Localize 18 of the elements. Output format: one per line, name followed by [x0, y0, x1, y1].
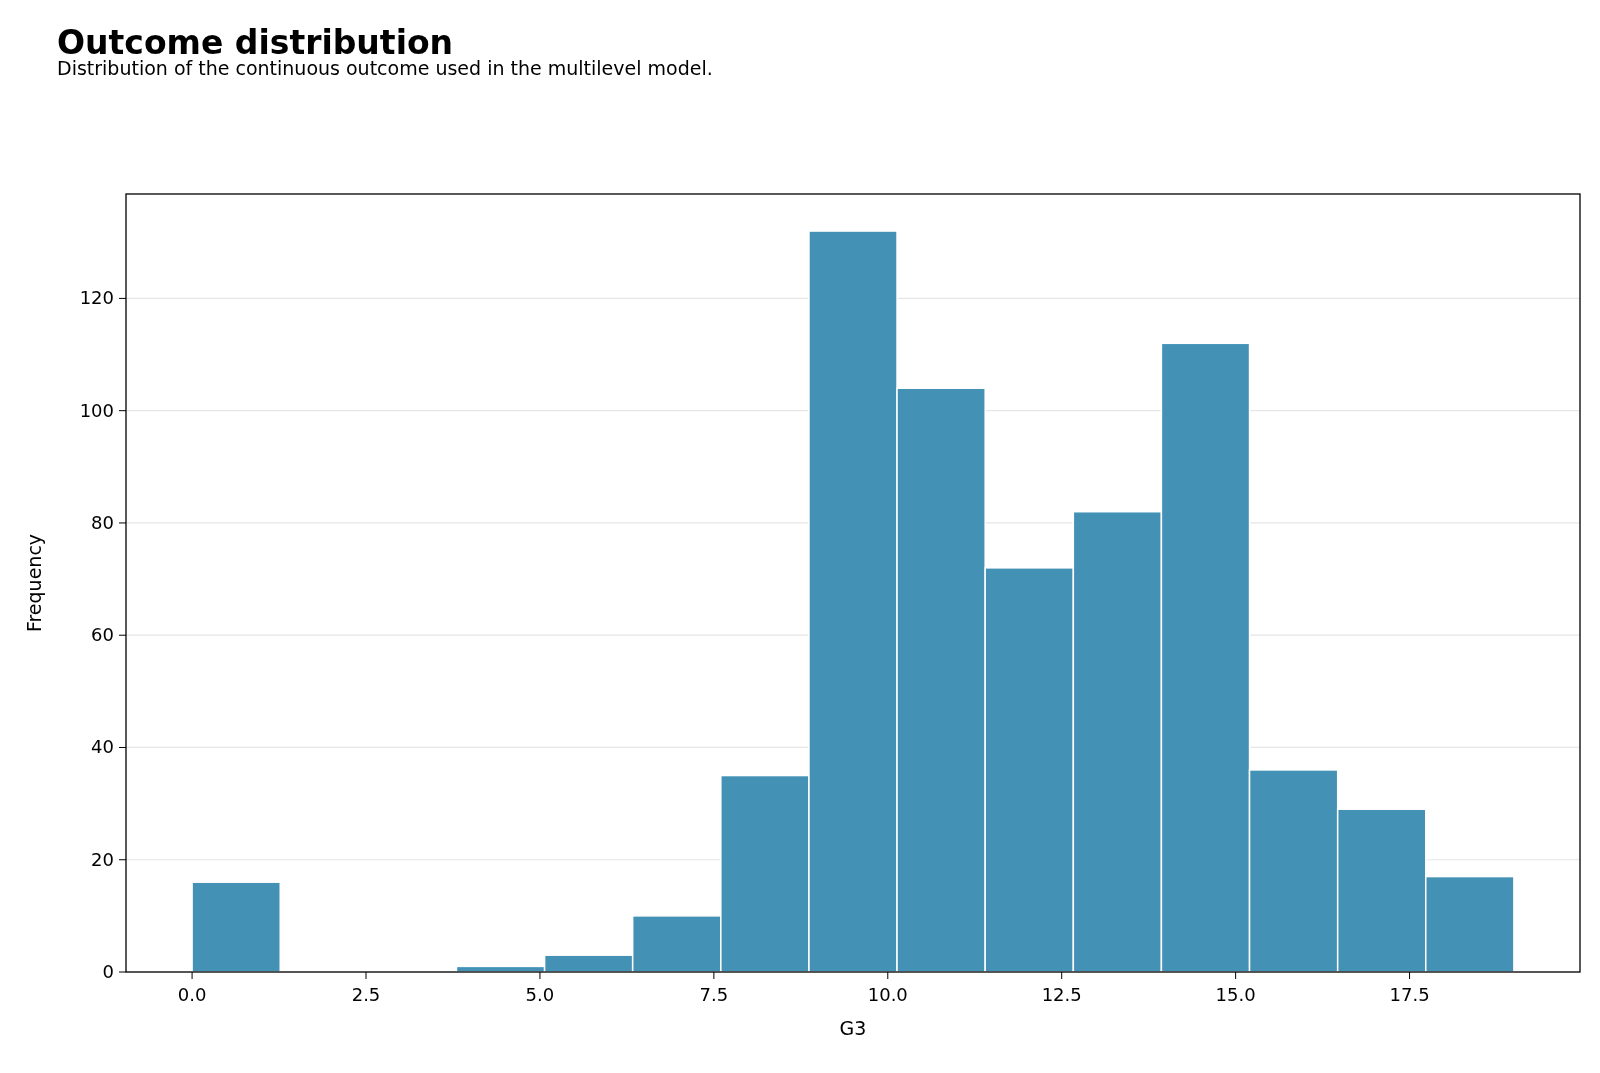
y-tick-label: 100	[79, 399, 114, 421]
x-tick-label: 7.5	[699, 984, 729, 1005]
y-tick-label: 120	[79, 287, 114, 309]
y-tick-label: 20	[91, 848, 114, 870]
y-tick-label: 0	[102, 961, 114, 982]
x-axis-title: G3	[839, 1017, 867, 1039]
x-tick-label: 17.5	[1389, 984, 1430, 1005]
y-tick-label: 80	[91, 511, 114, 533]
y-tick-label: 40	[91, 736, 114, 758]
x-tick-label: 12.5	[1041, 984, 1082, 1005]
chart-subtitle: Distribution of the continuous outcome used in the multilevel model.	[57, 57, 713, 79]
x-tick-label: 0.0	[177, 984, 207, 1005]
x-tick-label: 2.5	[351, 984, 381, 1005]
y-tick-label: 60	[91, 624, 114, 646]
y-axis-title: Frequency	[23, 533, 45, 633]
x-tick-label: 15.0	[1215, 984, 1256, 1005]
x-tick-label: 5.0	[525, 984, 555, 1005]
x-tick-label: 10.0	[867, 984, 908, 1005]
